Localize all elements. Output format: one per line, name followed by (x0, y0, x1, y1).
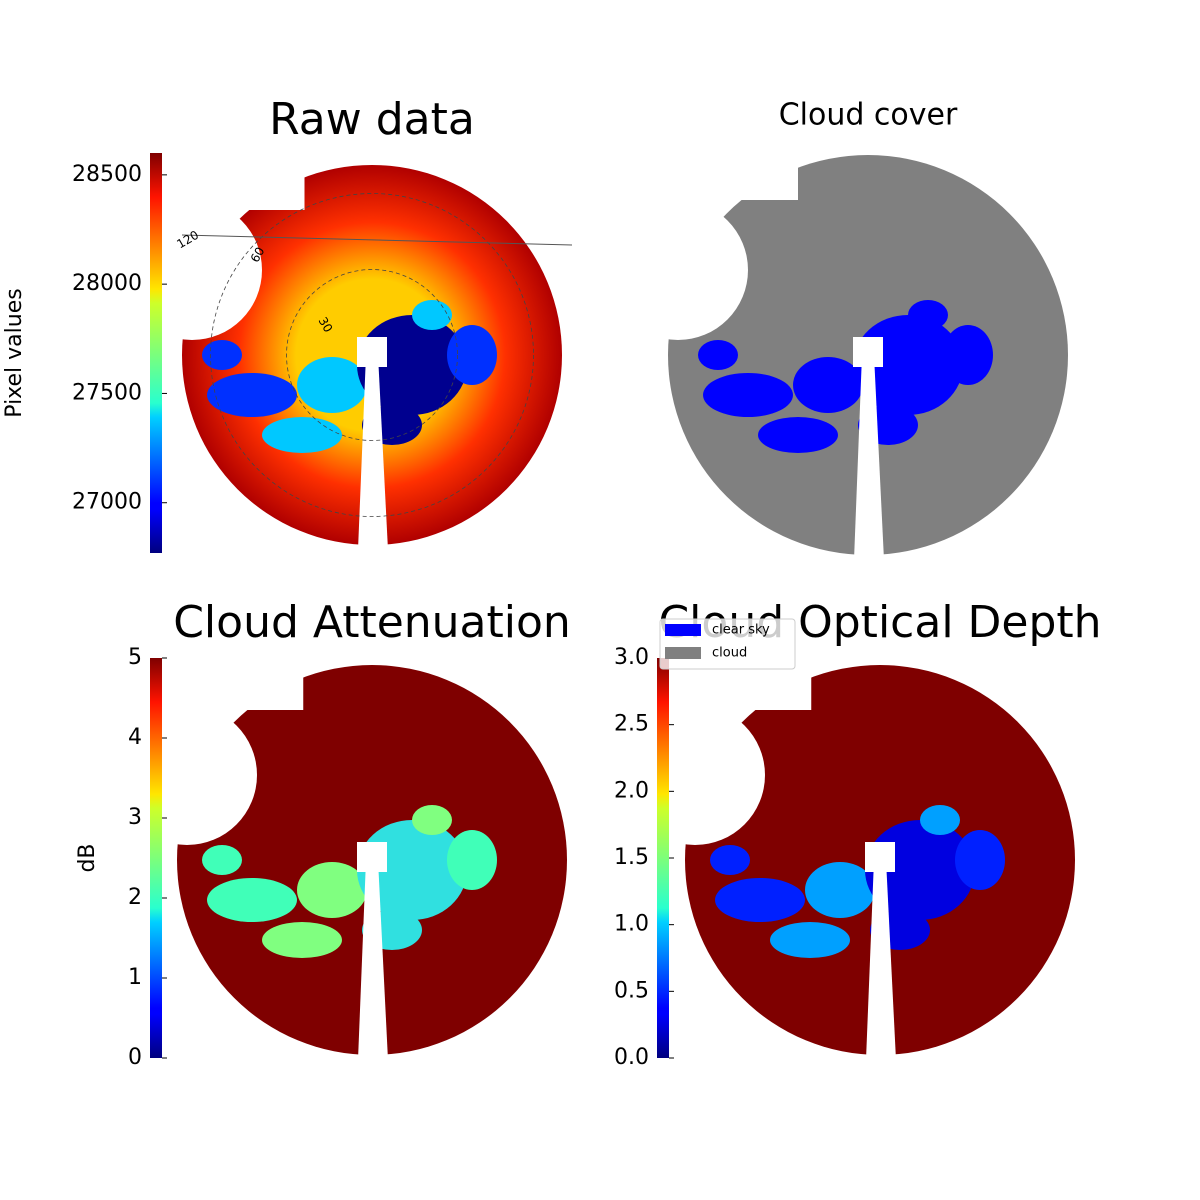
polar-ring (286, 269, 458, 441)
legend-swatch (665, 647, 701, 659)
colorbar (657, 658, 669, 1058)
panel-title: Raw data (269, 94, 475, 145)
colorbar-tick-label: 0 (128, 1045, 142, 1070)
image-feature (758, 417, 838, 453)
image-feature (805, 862, 875, 918)
colorbar-tick-label: 28500 (72, 162, 142, 187)
colorbar-tick-label: 27000 (72, 490, 142, 515)
image-feature (412, 805, 452, 835)
legend: clear sky cloud (659, 618, 796, 670)
image-mask (608, 200, 748, 340)
image-mask (648, 135, 798, 200)
panel: Cloud cover (608, 98, 1068, 560)
colorbar-tick-label: 2.5 (614, 712, 649, 737)
image-feature (955, 830, 1005, 890)
polar-label: 60 (248, 245, 268, 265)
image-feature (207, 373, 297, 417)
polar-ring (210, 193, 534, 517)
image-mask (866, 860, 896, 1060)
image-mask (357, 842, 387, 872)
image-mask (122, 200, 262, 340)
image-feature (447, 830, 497, 890)
colorbar-tick-label: 2 (128, 885, 142, 910)
image-feature (770, 922, 850, 958)
polar-axis (181, 234, 573, 246)
panel: Cloud Attenuation 0 1 2 3 4 5 dB (75, 597, 571, 1070)
image-feature (715, 878, 805, 922)
image-mask (865, 842, 895, 872)
image-mask (358, 860, 388, 1060)
image-feature (297, 862, 367, 918)
image-feature (920, 805, 960, 835)
image-feature (412, 300, 452, 330)
image-feature (447, 325, 497, 385)
image-feature (793, 357, 863, 413)
colorbar (150, 658, 162, 1058)
image-feature (943, 325, 993, 385)
colorbar-tick-label: 0.5 (614, 978, 649, 1003)
colorbar-tick-label: 28000 (72, 271, 142, 296)
legend-swatch (665, 624, 701, 636)
image-mask (357, 337, 387, 367)
image-mask (157, 645, 304, 710)
panel-title: Cloud Attenuation (173, 597, 571, 648)
image-mask (162, 145, 305, 210)
image-feature (698, 340, 738, 370)
image-feature (297, 357, 367, 413)
image-feature (202, 340, 242, 370)
colorbar-tick-label: 2.0 (614, 778, 649, 803)
colorbar-tick-label: 5 (128, 645, 142, 670)
image-feature (710, 845, 750, 875)
image-feature (202, 845, 242, 875)
colorbar-tick-label: 3 (128, 805, 142, 830)
image-feature (207, 878, 297, 922)
colorbar-label: Pixel values (2, 288, 27, 417)
colorbar (150, 153, 162, 553)
colorbar-label: dB (75, 843, 100, 872)
colorbar-tick-label: 1.5 (614, 845, 649, 870)
image-feature (262, 417, 342, 453)
panel-title: Cloud cover (779, 98, 958, 133)
legend-label: cloud (712, 646, 747, 661)
image-mask (853, 337, 883, 367)
image-feature (262, 922, 342, 958)
colorbar-tick-label: 1.0 (614, 912, 649, 937)
image-feature (908, 300, 948, 330)
colorbar-tick-label: 1 (128, 965, 142, 990)
legend-label: clear sky (712, 623, 770, 638)
colorbar-tick-label: 0.0 (614, 1045, 649, 1070)
colorbar-tick-label: 3.0 (614, 645, 649, 670)
image-mask (358, 355, 388, 550)
polar-label: 30 (316, 315, 336, 335)
colorbar-tick-label: 4 (128, 725, 142, 750)
image-feature (703, 373, 793, 417)
colorbar-tick-label: 27500 (72, 380, 142, 405)
image-mask (854, 355, 884, 560)
